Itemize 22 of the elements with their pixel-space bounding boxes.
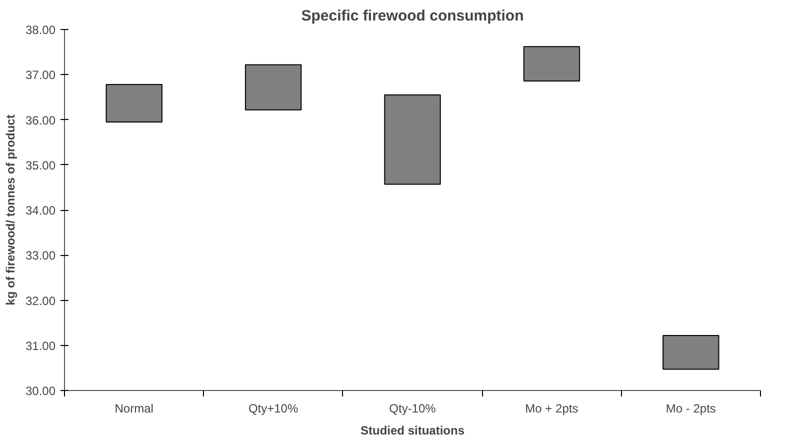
y-tick-label: 32.00	[25, 294, 56, 308]
x-tick-label: Normal	[114, 402, 154, 416]
bar	[106, 84, 162, 123]
y-axis-title: kg of firewood/ tonnes of product	[3, 114, 18, 306]
y-tick-label: 37.00	[25, 68, 56, 82]
chart-title: Specific firewood consumption	[301, 8, 524, 24]
y-tick-label: 34.00	[25, 204, 56, 218]
y-tick-label: 31.00	[25, 338, 56, 353]
y-tick-label: 36.00	[25, 113, 56, 128]
x-axis-title: Studied situations	[360, 424, 465, 438]
bar	[244, 64, 302, 110]
x-tick-label: Mo + 2pts	[525, 402, 578, 416]
bar	[384, 94, 441, 185]
y-tick-label: 33.00	[25, 248, 56, 263]
y-tick-label: 38.00	[25, 23, 56, 37]
x-tick-label: Mo - 2pts	[666, 402, 716, 416]
x-tick-label: Qty+10%	[248, 402, 298, 416]
y-tick-label: 30.00	[25, 384, 56, 398]
bar	[662, 334, 720, 370]
y-tick-label: 35.00	[25, 158, 56, 172]
x-tick-label: Qty-10%	[389, 402, 436, 416]
bar	[523, 46, 580, 82]
